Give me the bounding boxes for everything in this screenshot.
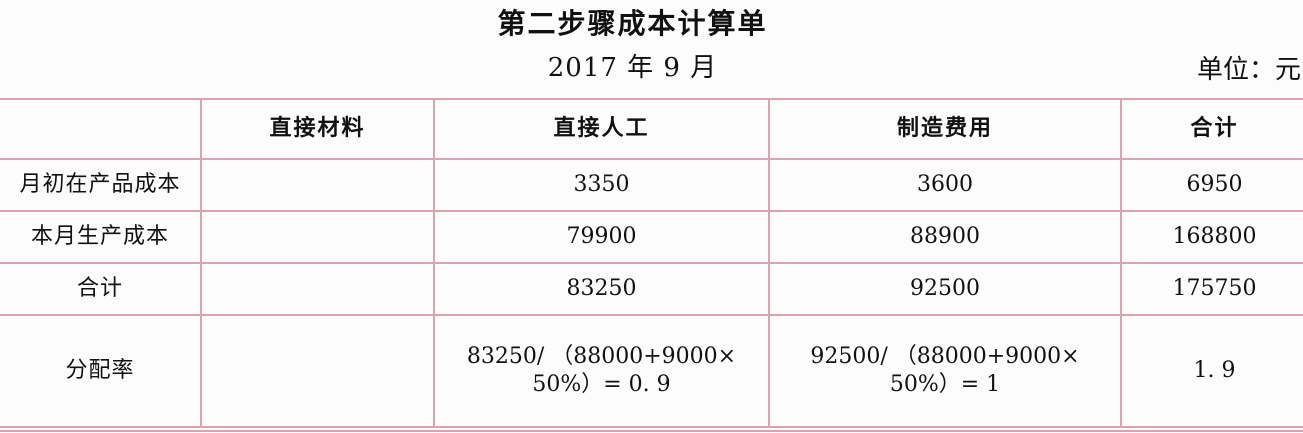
formula-line: 83250/ （88000+9000×	[466, 344, 737, 369]
row-label: 合计	[0, 262, 202, 316]
cell-direct-materials	[200, 262, 435, 316]
cell-total-rate: 1. 9	[1120, 314, 1303, 428]
header-cell-total: 合计	[1120, 98, 1303, 160]
cell-total: 168800	[1120, 210, 1303, 264]
table-row: 本月生产成本 79900 88900 168800	[0, 210, 1303, 264]
formula-line: 50%）= 0. 9	[532, 372, 671, 397]
cell-manufacturing-overhead: 88900	[768, 210, 1122, 264]
table-row: 合计 83250 92500 175750	[0, 262, 1303, 316]
unit-label: 单位：元	[1196, 55, 1301, 85]
cell-total: 175750	[1120, 262, 1303, 316]
cell-total: 6950	[1120, 158, 1303, 212]
row-label: 分配率	[0, 314, 202, 428]
formula-line: 92500/ （88000+9000×	[810, 344, 1080, 369]
bottom-rule	[0, 430, 1303, 432]
cell-manufacturing-overhead: 92500	[768, 262, 1122, 316]
formula-line: 50%）= 1	[889, 372, 1001, 397]
document-date: 2017 年 9 月	[547, 53, 718, 83]
table-row: 分配率 83250/ （88000+9000× 50%）= 0. 9 92500…	[0, 314, 1303, 428]
table-row: 月初在产品成本 3350 3600 6950	[0, 158, 1303, 212]
cell-direct-labor: 3350	[433, 158, 770, 212]
cell-direct-materials	[200, 210, 435, 264]
cell-direct-labor-rate: 83250/ （88000+9000× 50%）= 0. 9	[433, 314, 770, 428]
header-cell-blank	[0, 98, 202, 160]
header-cell-direct-materials: 直接材料	[200, 98, 435, 160]
header-cell-direct-labor: 直接人工	[433, 98, 770, 160]
cell-manufacturing-overhead: 3600	[768, 158, 1122, 212]
cell-direct-materials	[200, 158, 435, 212]
row-label: 本月生产成本	[0, 210, 202, 264]
document-title: 第二步骤成本计算单	[497, 7, 768, 40]
cell-direct-materials	[200, 314, 435, 428]
header-cell-manufacturing-overhead: 制造费用	[768, 98, 1122, 160]
table-header-row: 直接材料 直接人工 制造费用 合计	[0, 98, 1303, 160]
row-label: 月初在产品成本	[0, 158, 202, 212]
cell-manufacturing-overhead-rate: 92500/ （88000+9000× 50%）= 1	[768, 314, 1122, 428]
cell-direct-labor: 83250	[433, 262, 770, 316]
cell-direct-labor: 79900	[433, 210, 770, 264]
cost-calculation-table: 直接材料 直接人工 制造费用 合计 月初在产品成本 3350 3600 6950…	[0, 98, 1303, 428]
